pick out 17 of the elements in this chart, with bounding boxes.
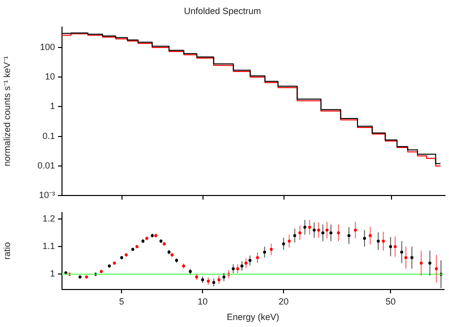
x-tick-label: 50: [386, 296, 396, 306]
y-tick-label: 1: [50, 268, 55, 279]
y-axis-title: ratio: [2, 242, 12, 260]
y-tick-label: 10: [44, 72, 55, 82]
y-tick-label: 0.01: [37, 160, 55, 170]
x-tick-label: 5: [119, 296, 124, 306]
chart-title: Unfolded Spectrum: [184, 6, 262, 16]
y-tick-label: 1: [50, 101, 55, 112]
y-tick-label: 0.1: [42, 130, 55, 141]
y-tick-label: 1.2: [42, 214, 55, 224]
x-tick-label: 20: [278, 296, 289, 306]
x-tick-label: 10: [198, 296, 208, 306]
y-tick-label: 1.1: [42, 241, 55, 252]
y-tick-label: 10⁻³: [38, 190, 55, 200]
x-axis-title: Energy (keV): [226, 312, 280, 322]
y-tick-label: 100: [40, 42, 55, 52]
y-axis-title: normalized counts s⁻¹ keV⁻¹: [2, 56, 12, 166]
